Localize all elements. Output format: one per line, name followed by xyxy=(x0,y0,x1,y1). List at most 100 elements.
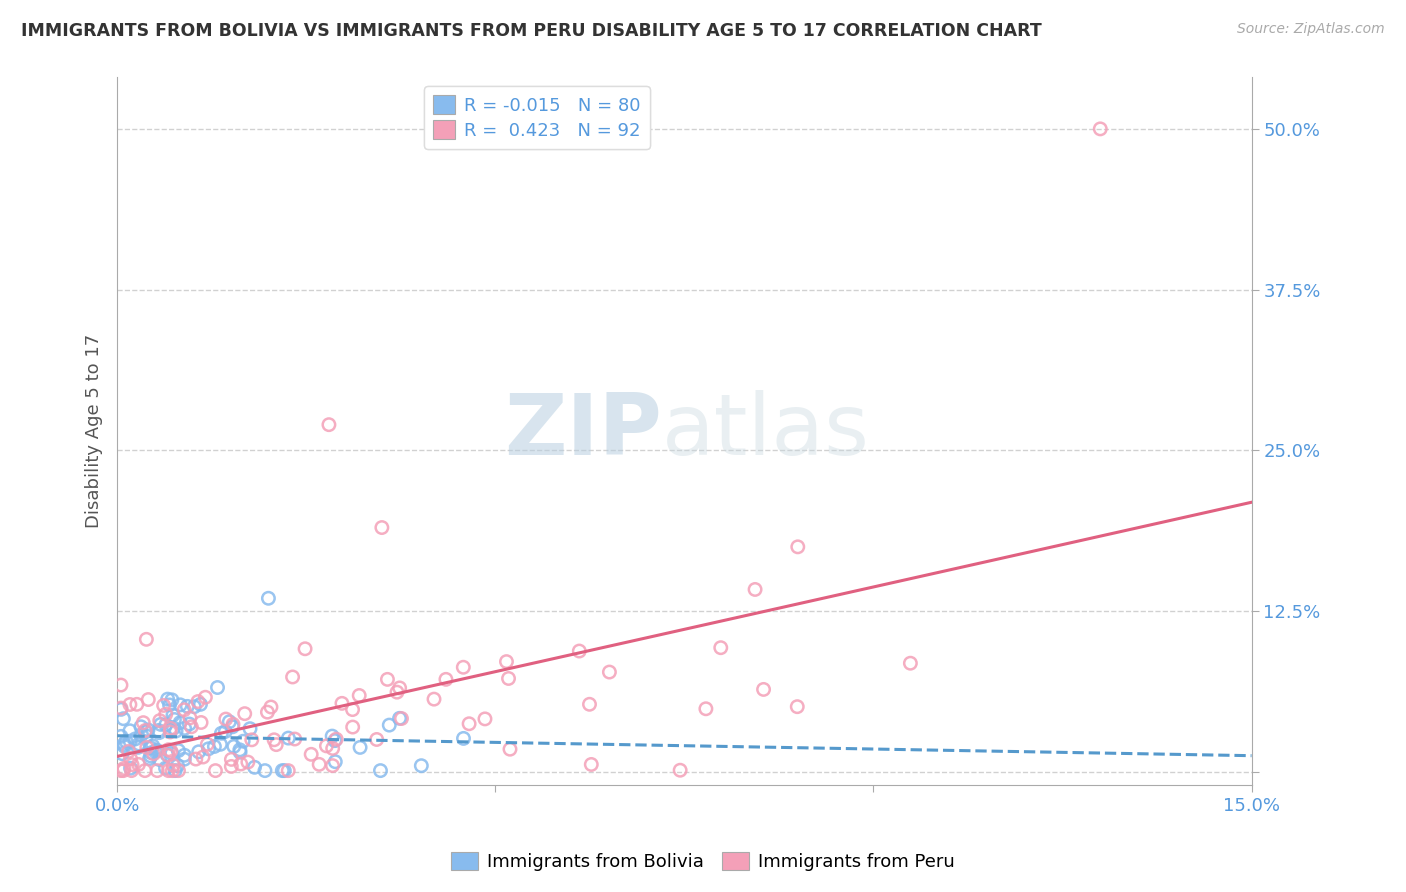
Point xyxy=(221,752,243,766)
Point xyxy=(207,681,229,695)
Point xyxy=(127,740,149,755)
Point xyxy=(136,692,159,706)
Point xyxy=(110,730,132,744)
Point xyxy=(110,701,132,715)
Point xyxy=(195,737,218,751)
Point xyxy=(222,739,245,754)
Point xyxy=(202,739,225,754)
Point xyxy=(370,764,392,778)
Point xyxy=(239,722,262,736)
Point xyxy=(190,698,212,712)
Point xyxy=(240,732,263,747)
Text: IMMIGRANTS FROM BOLIVIA VS IMMIGRANTS FROM PERU DISABILITY AGE 5 TO 17 CORRELATI: IMMIGRANTS FROM BOLIVIA VS IMMIGRANTS FR… xyxy=(21,22,1042,40)
Y-axis label: Disability Age 5 to 17: Disability Age 5 to 17 xyxy=(86,334,103,528)
Point xyxy=(273,764,295,778)
Point xyxy=(112,712,135,726)
Point xyxy=(322,741,344,756)
Point xyxy=(260,700,283,714)
Point xyxy=(499,742,522,756)
Point xyxy=(498,672,520,686)
Point xyxy=(271,764,294,778)
Text: ZIP: ZIP xyxy=(503,390,662,473)
Point xyxy=(157,764,180,778)
Text: Source: ZipAtlas.com: Source: ZipAtlas.com xyxy=(1237,22,1385,37)
Point xyxy=(388,681,411,695)
Point xyxy=(148,725,170,739)
Point xyxy=(169,715,191,730)
Point xyxy=(578,698,600,712)
Point xyxy=(169,698,191,712)
Point xyxy=(1090,121,1112,136)
Point xyxy=(321,758,343,772)
Point xyxy=(347,689,370,703)
Point xyxy=(315,739,337,753)
Point xyxy=(152,698,174,713)
Point xyxy=(163,713,186,727)
Point xyxy=(135,724,157,739)
Point xyxy=(318,417,340,432)
Point xyxy=(180,720,202,734)
Point xyxy=(256,705,278,719)
Point xyxy=(167,743,190,757)
Point xyxy=(118,698,141,712)
Point xyxy=(149,714,172,728)
Point xyxy=(187,745,209,759)
Point xyxy=(277,731,299,745)
Text: atlas: atlas xyxy=(662,390,870,473)
Point xyxy=(173,722,195,736)
Point xyxy=(111,747,134,761)
Point xyxy=(277,764,299,778)
Point xyxy=(145,743,167,757)
Point xyxy=(453,731,475,746)
Point xyxy=(215,712,238,726)
Point xyxy=(112,764,135,778)
Point xyxy=(120,761,142,775)
Point xyxy=(162,721,184,735)
Point xyxy=(121,757,143,772)
Point xyxy=(243,760,266,774)
Point xyxy=(149,717,172,731)
Point xyxy=(125,698,148,712)
Point xyxy=(120,734,142,748)
Point xyxy=(229,756,252,771)
Point xyxy=(160,693,183,707)
Point xyxy=(366,732,388,747)
Point xyxy=(139,740,162,755)
Point xyxy=(263,732,285,747)
Point xyxy=(134,764,156,778)
Point xyxy=(145,744,167,758)
Point xyxy=(124,731,146,746)
Point xyxy=(598,665,620,679)
Point xyxy=(388,711,411,725)
Point xyxy=(135,632,157,647)
Point xyxy=(134,723,156,738)
Point xyxy=(138,751,160,765)
Point xyxy=(900,657,922,671)
Point xyxy=(135,729,157,743)
Point xyxy=(474,712,496,726)
Point xyxy=(173,748,195,763)
Point xyxy=(257,591,280,606)
Point xyxy=(330,696,353,710)
Point xyxy=(236,755,259,769)
Point xyxy=(197,741,219,756)
Point xyxy=(229,743,252,757)
Point xyxy=(209,726,232,740)
Point xyxy=(159,744,181,758)
Point xyxy=(222,717,245,731)
Point xyxy=(148,723,170,738)
Point xyxy=(157,748,180,763)
Point xyxy=(135,740,157,755)
Point xyxy=(695,702,717,716)
Point xyxy=(458,716,481,731)
Point xyxy=(155,718,177,732)
Point xyxy=(173,703,195,717)
Point xyxy=(128,757,150,772)
Point xyxy=(162,764,184,778)
Point xyxy=(110,702,132,716)
Point xyxy=(232,734,254,748)
Point xyxy=(187,694,209,708)
Point xyxy=(299,747,322,762)
Point xyxy=(131,728,153,742)
Point xyxy=(129,720,152,734)
